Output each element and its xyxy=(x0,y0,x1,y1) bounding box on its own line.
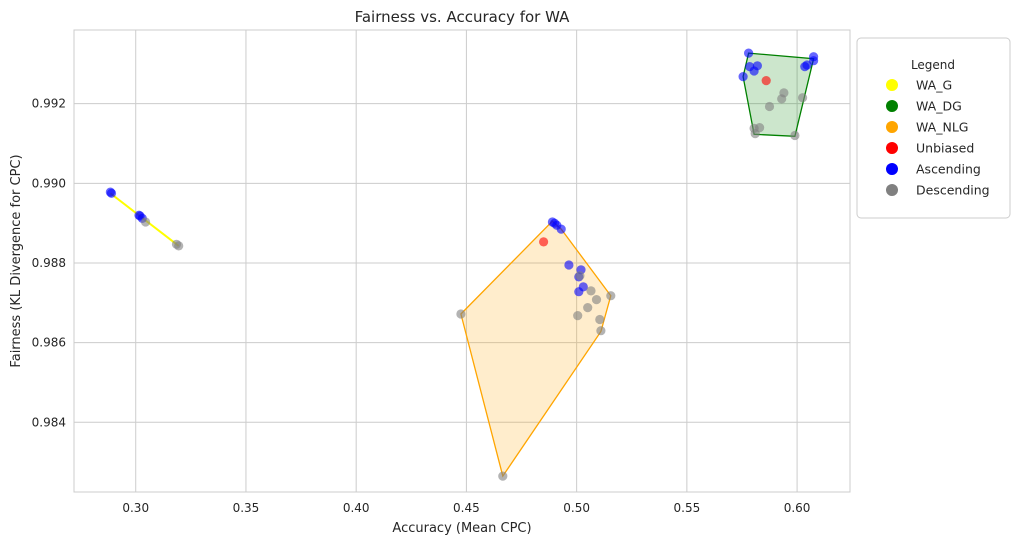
y-tick-label: 0.986 xyxy=(32,336,66,350)
legend-marker xyxy=(886,163,898,175)
point-descending xyxy=(790,130,800,141)
x-tick-label: 0.50 xyxy=(563,501,590,515)
x-tick-label: 0.45 xyxy=(453,501,480,515)
point-descending xyxy=(595,314,605,325)
legend-marker xyxy=(886,79,898,91)
point-ascending xyxy=(106,188,117,198)
legend-marker xyxy=(886,100,898,112)
point-unbiased xyxy=(761,76,771,86)
x-tick-label: 0.60 xyxy=(784,501,811,515)
y-axis-label: Fairness (KL Divergence for CPC) xyxy=(9,154,24,367)
y-tick-label: 0.988 xyxy=(32,256,66,270)
legend-marker xyxy=(886,142,898,154)
legend-marker xyxy=(886,184,898,196)
point-descending xyxy=(456,309,466,319)
point-descending xyxy=(498,471,508,481)
point-descending xyxy=(575,271,585,281)
point-descending xyxy=(174,241,184,251)
point-ascending xyxy=(556,224,566,234)
legend-label: Descending xyxy=(916,183,990,198)
point-descending xyxy=(586,286,596,296)
plot-area xyxy=(74,30,850,492)
grid-lines xyxy=(74,30,850,492)
legend-marker xyxy=(886,121,898,133)
legend-label: Unbiased xyxy=(916,141,974,156)
legend-label: WA_NLG xyxy=(916,120,968,135)
point-ascending xyxy=(564,260,574,270)
y-tick-label: 0.990 xyxy=(32,176,66,190)
point-descending xyxy=(764,101,775,112)
point-unbiased xyxy=(539,237,549,247)
point-descending xyxy=(573,311,583,321)
point-descending xyxy=(591,295,602,305)
point-descending xyxy=(141,217,151,227)
chart-title: Fairness vs. Accuracy for WA xyxy=(355,8,571,26)
y-tick-label: 0.992 xyxy=(32,97,66,111)
point-ascending xyxy=(738,72,748,82)
point-ascending xyxy=(800,62,810,72)
legend-title: Legend xyxy=(911,58,955,72)
x-tick-label: 0.40 xyxy=(343,501,370,515)
point-ascending xyxy=(809,56,819,66)
point-descending xyxy=(606,291,616,301)
x-tick-label: 0.30 xyxy=(122,501,149,515)
point-ascending xyxy=(574,287,584,297)
x-tick-label: 0.35 xyxy=(233,501,260,515)
point-descending xyxy=(798,93,808,103)
point-descending xyxy=(777,94,787,104)
legend: Legend WA_G WA_DG WA_NLG Unbiased Ascending D… xyxy=(856,37,1011,219)
point-ascending xyxy=(744,48,754,58)
legend-label: Ascending xyxy=(916,162,981,177)
point-descending xyxy=(596,326,606,336)
point-descending xyxy=(750,129,760,139)
plot-frame xyxy=(73,29,851,493)
legend-label: WA_G xyxy=(916,78,952,93)
x-axis-ticks: 0.30 0.35 0.40 0.45 0.50 0.55 0.60 xyxy=(122,501,810,515)
y-tick-label: 0.984 xyxy=(32,415,66,429)
legend-entries: WA_G WA_DG WA_NLG Unbiased Ascending Descendi… xyxy=(886,78,990,198)
x-axis-label: Accuracy (Mean CPC) xyxy=(392,521,531,536)
data-points xyxy=(105,48,819,481)
legend-label: WA_DG xyxy=(916,99,962,114)
y-axis-ticks: 0.984 0.986 0.988 0.990 0.992 xyxy=(32,97,66,430)
x-tick-label: 0.55 xyxy=(674,501,701,515)
point-ascending xyxy=(749,66,759,76)
point-descending xyxy=(583,303,593,313)
